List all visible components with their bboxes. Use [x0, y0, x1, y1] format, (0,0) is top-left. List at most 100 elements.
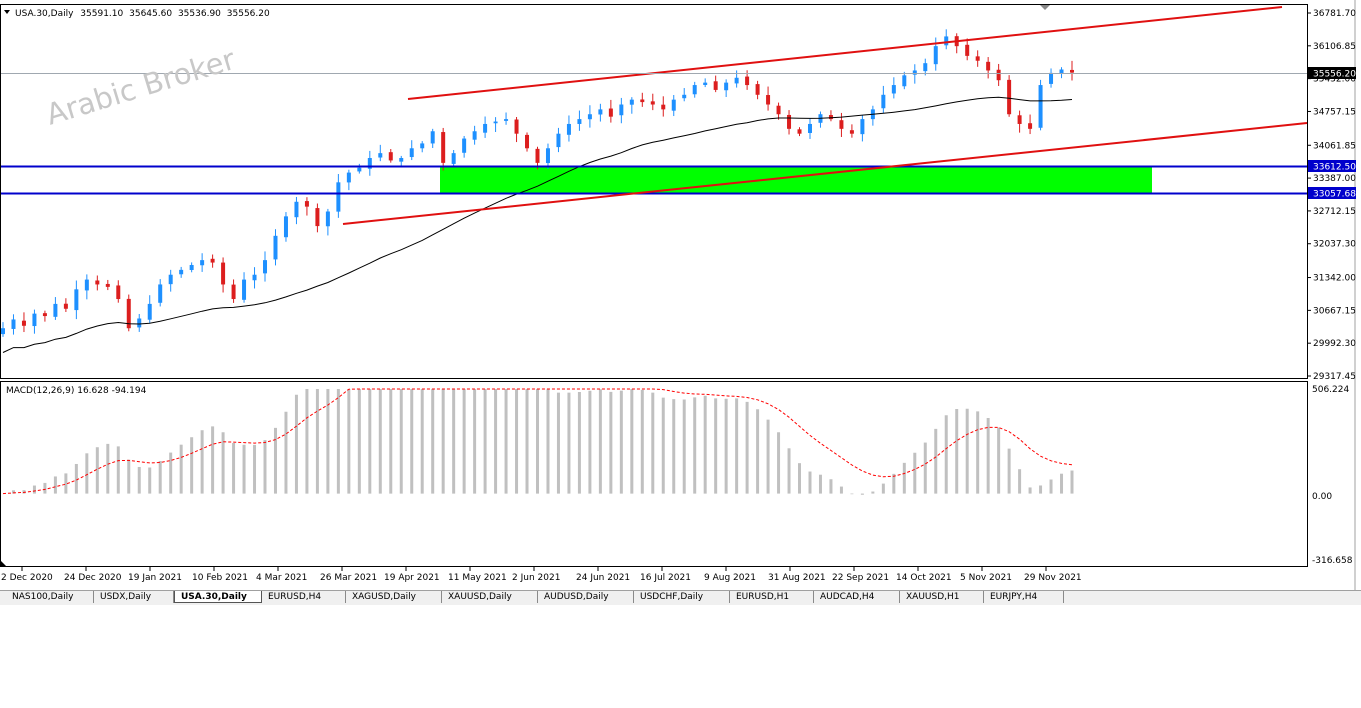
candle-body	[724, 82, 729, 91]
candle-body	[525, 134, 530, 149]
candle-body	[891, 85, 896, 94]
time-tick-label: 14 Oct 2021	[896, 573, 952, 583]
candle-body	[619, 104, 624, 116]
chart-tab[interactable]: EURUSD,H1	[730, 591, 814, 603]
candle-body	[231, 284, 236, 300]
candle-body	[21, 320, 26, 326]
candle-body	[378, 153, 383, 158]
symbol-title: USA.30,Daily 35591.10 35645.60 35536.90 …	[15, 9, 270, 19]
candle-body	[703, 82, 708, 85]
level-lower-label: 33057.68	[1313, 190, 1356, 200]
time-tick-label: 9 Aug 2021	[704, 573, 756, 583]
chart-shift-marker-icon[interactable]	[1040, 5, 1050, 10]
price-tick-label: 34757.15	[1313, 107, 1356, 117]
watermark: Arabic Broker	[42, 42, 239, 132]
time-tick-label: 5 Nov 2021	[960, 573, 1012, 583]
level-upper-tag	[1308, 160, 1356, 172]
candle-body	[346, 172, 351, 183]
candle-body	[283, 216, 288, 238]
symbol-menu-triangle-icon[interactable]	[4, 10, 10, 14]
chart-tab[interactable]: XAUUSD,H1	[900, 591, 984, 603]
time-tick-label: 11 May 2021	[448, 573, 507, 583]
candle-body	[399, 158, 404, 162]
candle-body	[629, 99, 634, 105]
candle-body	[325, 211, 330, 227]
candle-body	[734, 77, 739, 84]
time-tick-label: 2 Dec 2020	[1, 573, 53, 583]
price-tick-label: 29992.30	[1313, 339, 1356, 349]
candle-body	[200, 260, 205, 266]
candle-body	[860, 119, 865, 135]
candle-body	[179, 269, 184, 275]
candle-body	[912, 70, 917, 75]
chart-tab[interactable]: XAGUSD,Daily	[346, 591, 442, 603]
chart-tab[interactable]: USA.30,Daily	[174, 591, 262, 603]
candle-body	[566, 123, 571, 135]
price-tick-label: 33387.00	[1313, 174, 1356, 184]
candle-body	[53, 303, 58, 317]
chart-tab[interactable]: AUDCAD,H4	[814, 591, 900, 603]
candle-body	[1070, 69, 1074, 73]
macd-tick-zero: 0.00	[1312, 492, 1332, 502]
candle-body	[849, 130, 854, 134]
chart-tab[interactable]: EURUSD,H4	[262, 591, 346, 603]
candle-body	[766, 95, 771, 105]
time-tick-label: 29 Nov 2021	[1024, 573, 1082, 583]
time-tick-label: 4 Mar 2021	[256, 573, 307, 583]
candle-body	[462, 138, 467, 153]
candle-body	[598, 109, 603, 115]
candle-body	[1028, 123, 1033, 129]
candle-body	[828, 115, 833, 120]
candle-body	[504, 119, 509, 121]
time-axis: 2 Dec 2020 24 Dec 2020 19 Jan 2021 10 Feb 2…	[1, 567, 1082, 583]
candle-body	[650, 101, 655, 105]
price-tick-label: 35432.00	[1313, 75, 1356, 85]
chart-window[interactable]: 36781.70 36106.85 35432.00 34757.15 34061.85…	[0, 0, 1361, 605]
macd-label: MACD(12,26,9) 16.628 -94.194	[6, 386, 147, 396]
candle-body	[158, 284, 163, 303]
chart-tab[interactable]: EURJPY,H4	[984, 591, 1064, 603]
chart-canvas[interactable]: 36781.70 36106.85 35432.00 34757.15 34061.85…	[0, 0, 1361, 592]
candle-body	[1038, 85, 1043, 128]
candle-body	[1, 328, 5, 335]
macd-corner-marker-icon	[0, 560, 6, 566]
candle-body	[451, 153, 456, 164]
chart-tab[interactable]: AUDUSD,Daily	[538, 591, 634, 603]
time-tick-label: 16 Jul 2021	[640, 573, 691, 583]
macd-signal-line	[2, 388, 1073, 495]
candle-body	[367, 158, 372, 169]
chart-tab[interactable]: NAS100,Daily	[6, 591, 94, 603]
time-tick-label: 26 Mar 2021	[320, 573, 377, 583]
macd-frame	[0, 381, 1308, 567]
candle-body	[137, 318, 142, 328]
candle-body	[577, 119, 582, 124]
channel-lower-line[interactable]	[342, 122, 1308, 225]
candle-body	[1017, 115, 1022, 124]
candle-body	[1049, 72, 1054, 84]
price-tick-label: 31342.00	[1313, 274, 1356, 284]
candle-body	[189, 264, 194, 271]
candle-body	[210, 258, 215, 263]
candle-body	[11, 319, 16, 329]
candle-body	[776, 105, 781, 115]
time-tick-label: 24 Dec 2020	[64, 573, 122, 583]
candle-body	[252, 274, 257, 281]
chart-tab[interactable]: USDCHF,Daily	[634, 591, 730, 603]
candle-body	[535, 148, 540, 163]
candle-body	[315, 208, 320, 227]
channel-upper-line[interactable]	[407, 6, 1283, 100]
candle-body	[996, 69, 1001, 81]
candle-body	[147, 303, 152, 320]
chart-tab[interactable]: USDX,Daily	[94, 591, 174, 603]
candle-body	[388, 152, 393, 161]
candle-body	[493, 121, 498, 124]
price-tick-label: 32037.30	[1313, 240, 1356, 250]
candle-body	[74, 289, 79, 311]
candle-body	[263, 260, 268, 274]
candle-body	[42, 313, 47, 317]
candle-body	[32, 313, 37, 327]
chart-tab[interactable]: XAUUSD,Daily	[442, 591, 538, 603]
candle-body	[787, 114, 792, 129]
candle-body	[661, 104, 666, 110]
level-upper-label: 33612.50	[1313, 163, 1356, 173]
